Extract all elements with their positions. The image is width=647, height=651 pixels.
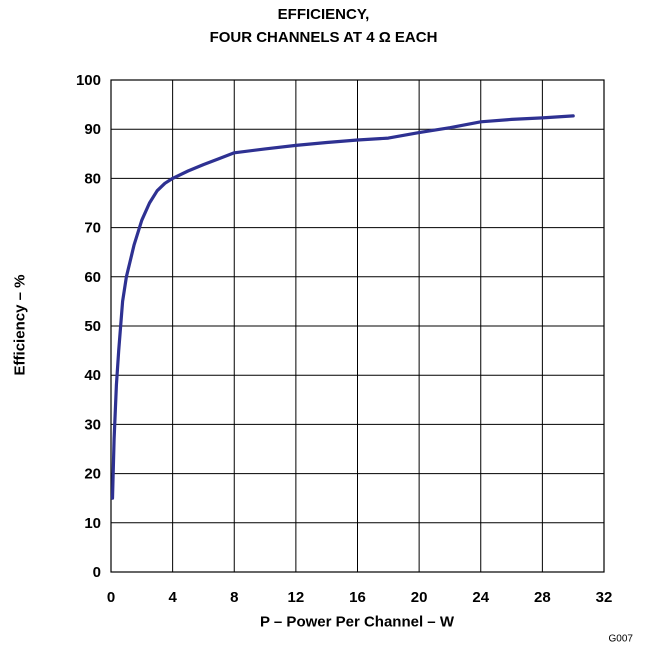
x-tick-label: 32 bbox=[596, 589, 613, 606]
x-tick-label: 0 bbox=[107, 589, 115, 606]
y-tick-label: 10 bbox=[84, 515, 101, 532]
y-tick-label: 90 bbox=[84, 121, 101, 138]
y-tick-label: 30 bbox=[84, 416, 101, 433]
x-tick-label: 24 bbox=[472, 589, 489, 606]
y-tick-label: 100 bbox=[76, 72, 101, 89]
x-tick-label: 12 bbox=[288, 589, 305, 606]
y-tick-label: 50 bbox=[84, 318, 101, 335]
figure-id: G007 bbox=[608, 633, 633, 645]
y-tick-label: 60 bbox=[84, 269, 101, 286]
efficiency-curve bbox=[110, 114, 575, 500]
y-tick-label: 40 bbox=[84, 367, 101, 384]
x-tick-label: 4 bbox=[168, 589, 177, 606]
chart-title-line-1: EFFICIENCY, bbox=[277, 6, 370, 23]
chart-title-line-2: FOUR CHANNELS AT 4 Ω EACH bbox=[209, 29, 438, 46]
x-tick-label: 16 bbox=[349, 589, 366, 606]
y-tick-label: 0 bbox=[93, 564, 101, 581]
y-tick-label: 70 bbox=[84, 220, 101, 237]
plot-frame bbox=[110, 79, 605, 573]
y-tick-label: 80 bbox=[84, 170, 101, 187]
x-tick-label: 8 bbox=[230, 589, 238, 606]
y-axis-label: Efficiency – % bbox=[11, 274, 29, 376]
x-tick-label: 28 bbox=[534, 589, 551, 606]
x-tick-label: 20 bbox=[411, 589, 428, 606]
x-axis-label: P – Power Per Channel – W bbox=[260, 613, 454, 631]
y-tick-label: 20 bbox=[84, 466, 101, 483]
